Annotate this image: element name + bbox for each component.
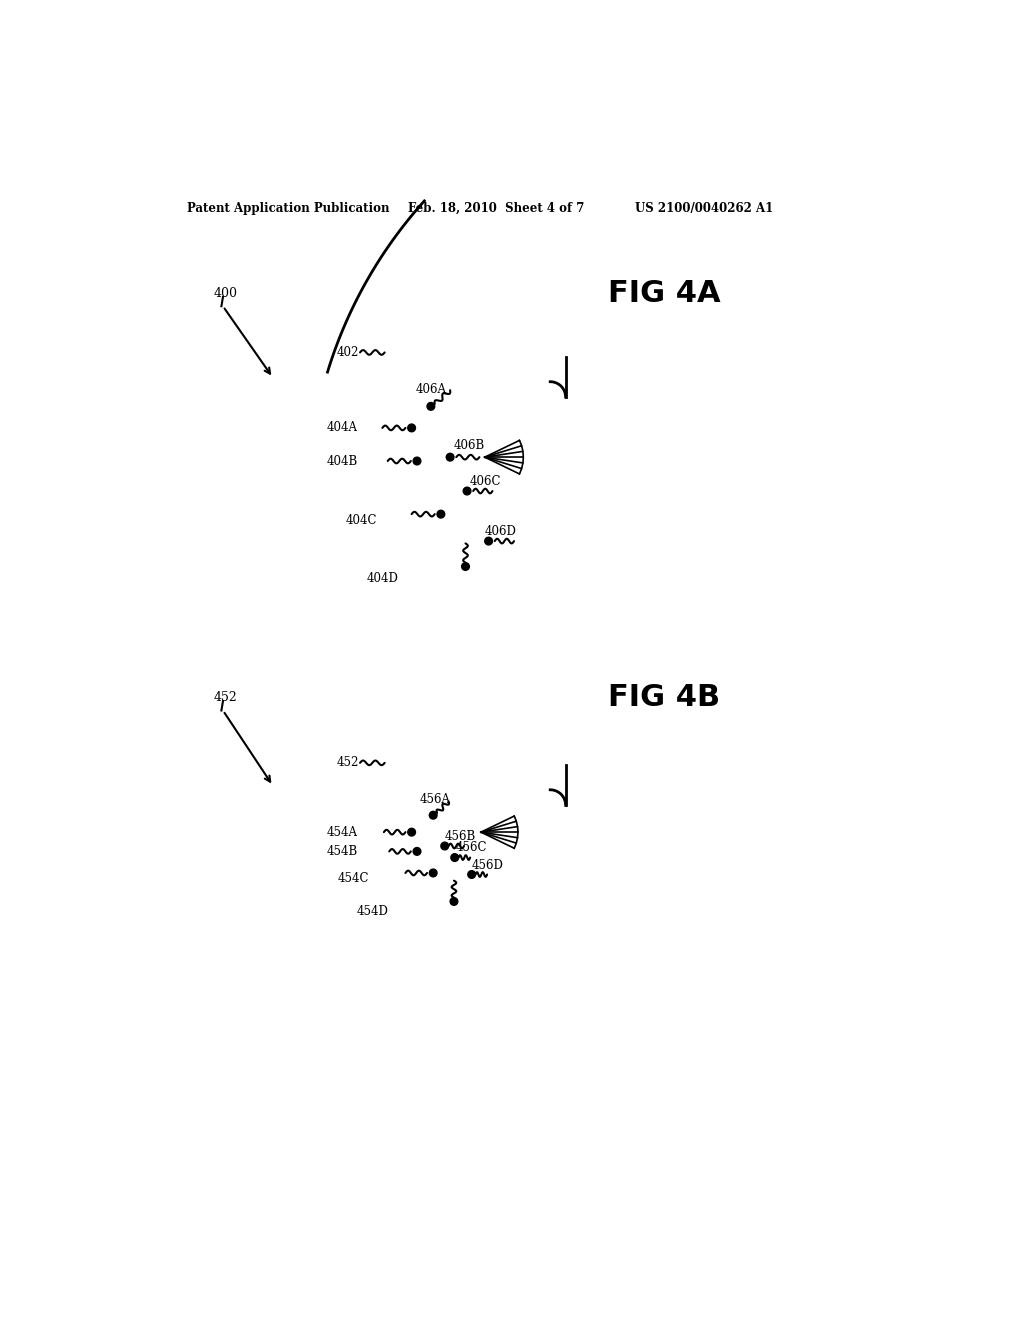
Circle shape bbox=[451, 854, 459, 862]
Text: 456D: 456D bbox=[472, 859, 504, 871]
Text: 452: 452 bbox=[337, 756, 359, 770]
Text: 454B: 454B bbox=[327, 845, 357, 858]
Circle shape bbox=[462, 562, 469, 570]
Text: US 2100/0040262 A1: US 2100/0040262 A1 bbox=[635, 202, 773, 215]
Text: 456C: 456C bbox=[456, 841, 487, 854]
Circle shape bbox=[413, 457, 421, 465]
Text: 452: 452 bbox=[214, 690, 238, 704]
Circle shape bbox=[408, 829, 416, 836]
Text: Patent Application Publication: Patent Application Publication bbox=[186, 202, 389, 215]
Circle shape bbox=[408, 424, 416, 432]
Text: 456A: 456A bbox=[419, 793, 451, 807]
Text: 404B: 404B bbox=[327, 454, 357, 467]
Text: 404D: 404D bbox=[367, 572, 398, 585]
Circle shape bbox=[429, 812, 437, 818]
Text: 406D: 406D bbox=[484, 525, 517, 539]
Text: 404C: 404C bbox=[345, 513, 377, 527]
Circle shape bbox=[429, 869, 437, 876]
Text: Feb. 18, 2010  Sheet 4 of 7: Feb. 18, 2010 Sheet 4 of 7 bbox=[408, 202, 584, 215]
Text: FIG 4A: FIG 4A bbox=[608, 279, 721, 308]
Text: 454C: 454C bbox=[338, 871, 370, 884]
Circle shape bbox=[427, 403, 435, 411]
Text: 400: 400 bbox=[214, 286, 238, 300]
Text: 454A: 454A bbox=[327, 825, 357, 838]
Circle shape bbox=[468, 871, 475, 878]
Text: 454D: 454D bbox=[356, 906, 388, 917]
Text: 456B: 456B bbox=[444, 829, 476, 842]
Text: FIG 4B: FIG 4B bbox=[608, 682, 720, 711]
Circle shape bbox=[413, 847, 421, 855]
Circle shape bbox=[446, 453, 454, 461]
Text: 406C: 406C bbox=[469, 475, 501, 488]
Text: 406B: 406B bbox=[454, 440, 485, 453]
Circle shape bbox=[451, 898, 458, 906]
Text: 404A: 404A bbox=[327, 421, 357, 434]
Text: 406A: 406A bbox=[416, 383, 446, 396]
Circle shape bbox=[484, 537, 493, 545]
Circle shape bbox=[463, 487, 471, 495]
Text: 402: 402 bbox=[337, 346, 359, 359]
Circle shape bbox=[437, 511, 444, 517]
Circle shape bbox=[441, 842, 449, 850]
